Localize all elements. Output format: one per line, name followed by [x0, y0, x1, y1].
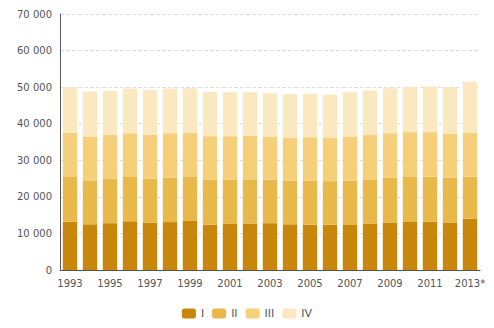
svg-text:2003: 2003 — [257, 278, 282, 289]
svg-text:III: III — [265, 307, 275, 320]
svg-text:2011: 2011 — [417, 278, 442, 289]
svg-text:1997: 1997 — [137, 278, 162, 289]
svg-text:20 000: 20 000 — [17, 191, 52, 202]
svg-text:II: II — [231, 307, 238, 320]
svg-text:50 000: 50 000 — [17, 82, 52, 93]
svg-text:IV: IV — [301, 307, 312, 320]
svg-text:0: 0 — [46, 265, 52, 276]
svg-text:60 000: 60 000 — [17, 45, 52, 56]
svg-text:2001: 2001 — [217, 278, 242, 289]
svg-text:2009: 2009 — [377, 278, 402, 289]
svg-text:30 000: 30 000 — [17, 155, 52, 166]
svg-text:1995: 1995 — [97, 278, 122, 289]
svg-text:2005: 2005 — [297, 278, 322, 289]
svg-text:1999: 1999 — [177, 278, 202, 289]
svg-text:70 000: 70 000 — [17, 9, 52, 20]
svg-text:1993: 1993 — [57, 278, 82, 289]
svg-text:10 000: 10 000 — [17, 228, 52, 239]
svg-text:2007: 2007 — [337, 278, 362, 289]
svg-text:I: I — [201, 307, 204, 320]
svg-text:40 000: 40 000 — [17, 118, 52, 129]
svg-text:2013*: 2013* — [455, 278, 485, 289]
